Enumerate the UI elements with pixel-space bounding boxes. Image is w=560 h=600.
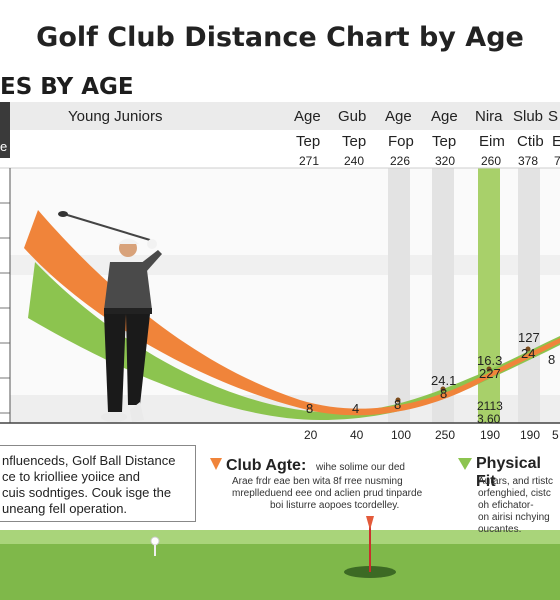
data-point <box>525 346 531 352</box>
physical-fit-text: oh efichator- <box>478 500 534 511</box>
physical-fit-text: Autars, and rtistc <box>478 476 554 487</box>
data-label: 3.60 <box>477 412 501 426</box>
data-point <box>395 397 401 403</box>
header-col-7: S <box>548 108 559 125</box>
header-col-3: Age <box>385 108 412 125</box>
left-info-line: nfluenceds, Golf Ball Distance <box>2 453 176 468</box>
table-header-band <box>0 102 560 130</box>
golfer-illustration <box>58 211 162 422</box>
data-point <box>486 366 492 372</box>
flag <box>366 516 374 530</box>
club-age-text: wihe solime our ded <box>316 462 405 473</box>
club-age-text: boi listurre aopoes tcordelley. <box>270 500 400 511</box>
header-col-2: Gub <box>338 108 367 125</box>
club-age-text: Arae frdr eae ben wita 8f rree nusming <box>232 476 403 487</box>
header-col-5: Nira <box>475 108 503 125</box>
data-label: 8 <box>306 401 314 416</box>
data-label: 24 <box>521 346 536 361</box>
subheader-col-5: Eim <box>479 133 505 150</box>
subheader-col-7: E <box>552 133 560 150</box>
data-label: 4 <box>352 401 360 416</box>
x-tick-label: 190 <box>520 428 541 442</box>
green-band-series <box>28 262 560 420</box>
orange-triangle-icon <box>210 458 222 470</box>
x-tick-label: 20 <box>304 428 318 442</box>
value-col-1: 271 <box>299 154 320 168</box>
table-header-edge <box>0 102 10 158</box>
chart-subtitle: ES BY AGE <box>0 74 134 100</box>
subheader-col-6: Ctib <box>517 133 544 150</box>
physical-fit-heading: Physical Fit <box>476 455 541 490</box>
physical-fit-text: on airisi nchying <box>478 512 550 523</box>
value-col-5: 260 <box>481 154 502 168</box>
column-highlight <box>518 168 540 423</box>
x-tick-label: 100 <box>391 428 412 442</box>
value-col-6: 378 <box>518 154 539 168</box>
left-info-box <box>0 445 196 522</box>
header-young-juniors: Young Juniors <box>68 108 163 125</box>
column-highlight-green <box>478 168 500 423</box>
x-tick-label: 250 <box>435 428 456 442</box>
physical-fit-text: oucantes. <box>478 524 522 535</box>
club-age-heading: Club Agte: <box>226 457 307 474</box>
data-label: 2113 <box>477 399 503 413</box>
green-triangle-icon <box>458 458 472 470</box>
header-col-1: Age <box>294 108 321 125</box>
club-age-text: mreplleduend eee ond aclien prud tinpard… <box>232 488 423 499</box>
data-label: 24.1 <box>431 373 457 388</box>
header-row2-label: e <box>0 139 8 154</box>
header-col-4: Age <box>431 108 458 125</box>
value-col-2: 240 <box>344 154 365 168</box>
left-info-line: cuis sodntiges. Couk isge the <box>2 485 172 500</box>
data-label: 8 <box>548 352 556 367</box>
x-tick-label: 40 <box>350 428 364 442</box>
data-point <box>440 386 446 392</box>
subheader-col-2: Tep <box>342 133 367 150</box>
x-tick-label: 5 <box>552 428 559 442</box>
data-label: 127 <box>518 330 540 345</box>
column-highlight <box>388 168 410 423</box>
left-info-line: uneang fell operation. <box>2 501 128 516</box>
column-highlight <box>432 168 454 423</box>
value-col-7: 7 <box>554 154 560 168</box>
left-info-line: ce to kriolliee yoiice and <box>2 469 141 484</box>
physical-fit-text: orfenghied, cistc <box>478 488 551 499</box>
golf-ball <box>150 536 160 546</box>
page-title: Golf Club Distance Chart by Age <box>36 22 524 53</box>
y-axis-ticks <box>0 167 560 423</box>
data-label: 8 <box>440 386 448 401</box>
subheader-col-1: Tep <box>296 133 321 150</box>
data-label: 227 <box>479 366 501 381</box>
subheader-col-3: Fop <box>388 133 414 150</box>
data-label: 8 <box>394 397 402 412</box>
subheader-col-4: Tep <box>432 133 457 150</box>
x-tick-label: 190 <box>480 428 501 442</box>
header-col-6: Slub <box>513 108 544 125</box>
value-col-3: 226 <box>390 154 411 168</box>
grass-highlight <box>0 530 560 544</box>
data-label: 16.3 <box>477 353 503 368</box>
value-col-4: 320 <box>435 154 456 168</box>
